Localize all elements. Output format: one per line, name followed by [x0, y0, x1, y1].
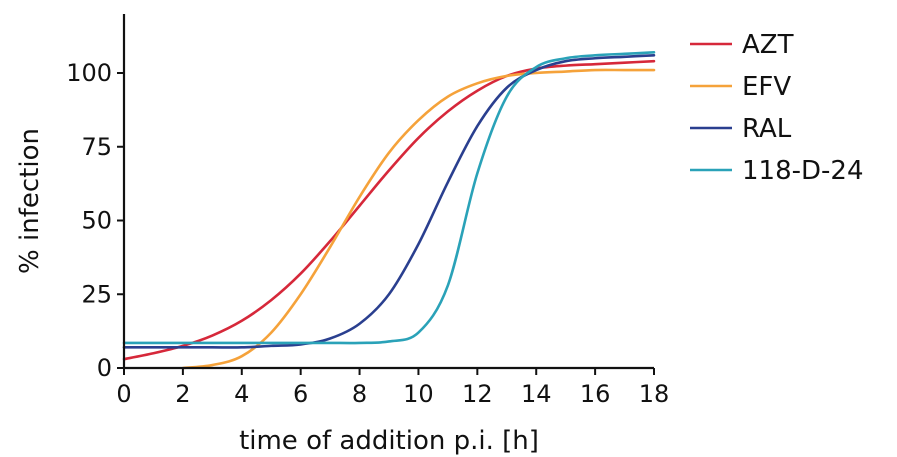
x-axis-title: time of addition p.i. [h] — [239, 426, 539, 456]
x-tick-label: 14 — [521, 380, 552, 408]
x-tick-label: 12 — [462, 380, 493, 408]
y-axis-title: % infection — [15, 128, 45, 274]
y-tick-label: 50 — [81, 207, 112, 235]
x-tick-label: 6 — [293, 380, 308, 408]
x-tick-label: 2 — [175, 380, 190, 408]
legend-label-azt: AZT — [742, 30, 794, 60]
series-line-118-d-24 — [122, 51, 656, 345]
x-tick-label: 8 — [352, 380, 367, 408]
legend-label-efv: EFV — [742, 72, 791, 102]
y-tick-label: 0 — [97, 354, 112, 382]
axes-layer — [122, 14, 654, 370]
ticks-layer: 0 2 4 6 8 10 12 14 16 18 0 25 50 75 100 — [66, 59, 669, 408]
legend: AZT EFV RAL 118-D-24 — [690, 30, 864, 186]
x-tick-label: 10 — [403, 380, 434, 408]
series-line-ral — [122, 54, 656, 349]
y-tick-label: 100 — [66, 59, 112, 87]
x-tick-label: 16 — [580, 380, 611, 408]
series-line-efv — [181, 68, 656, 370]
y-tick-label: 75 — [81, 133, 112, 161]
x-tick-label: 18 — [639, 380, 670, 408]
y-tick-label: 25 — [81, 280, 112, 308]
x-tick-label: 4 — [234, 380, 249, 408]
legend-label-ral: RAL — [742, 114, 792, 144]
series-layer — [122, 51, 656, 370]
legend-label-118-d-24: 118-D-24 — [742, 156, 864, 186]
series-line-azt — [122, 59, 656, 361]
x-tick-label: 0 — [116, 380, 131, 408]
